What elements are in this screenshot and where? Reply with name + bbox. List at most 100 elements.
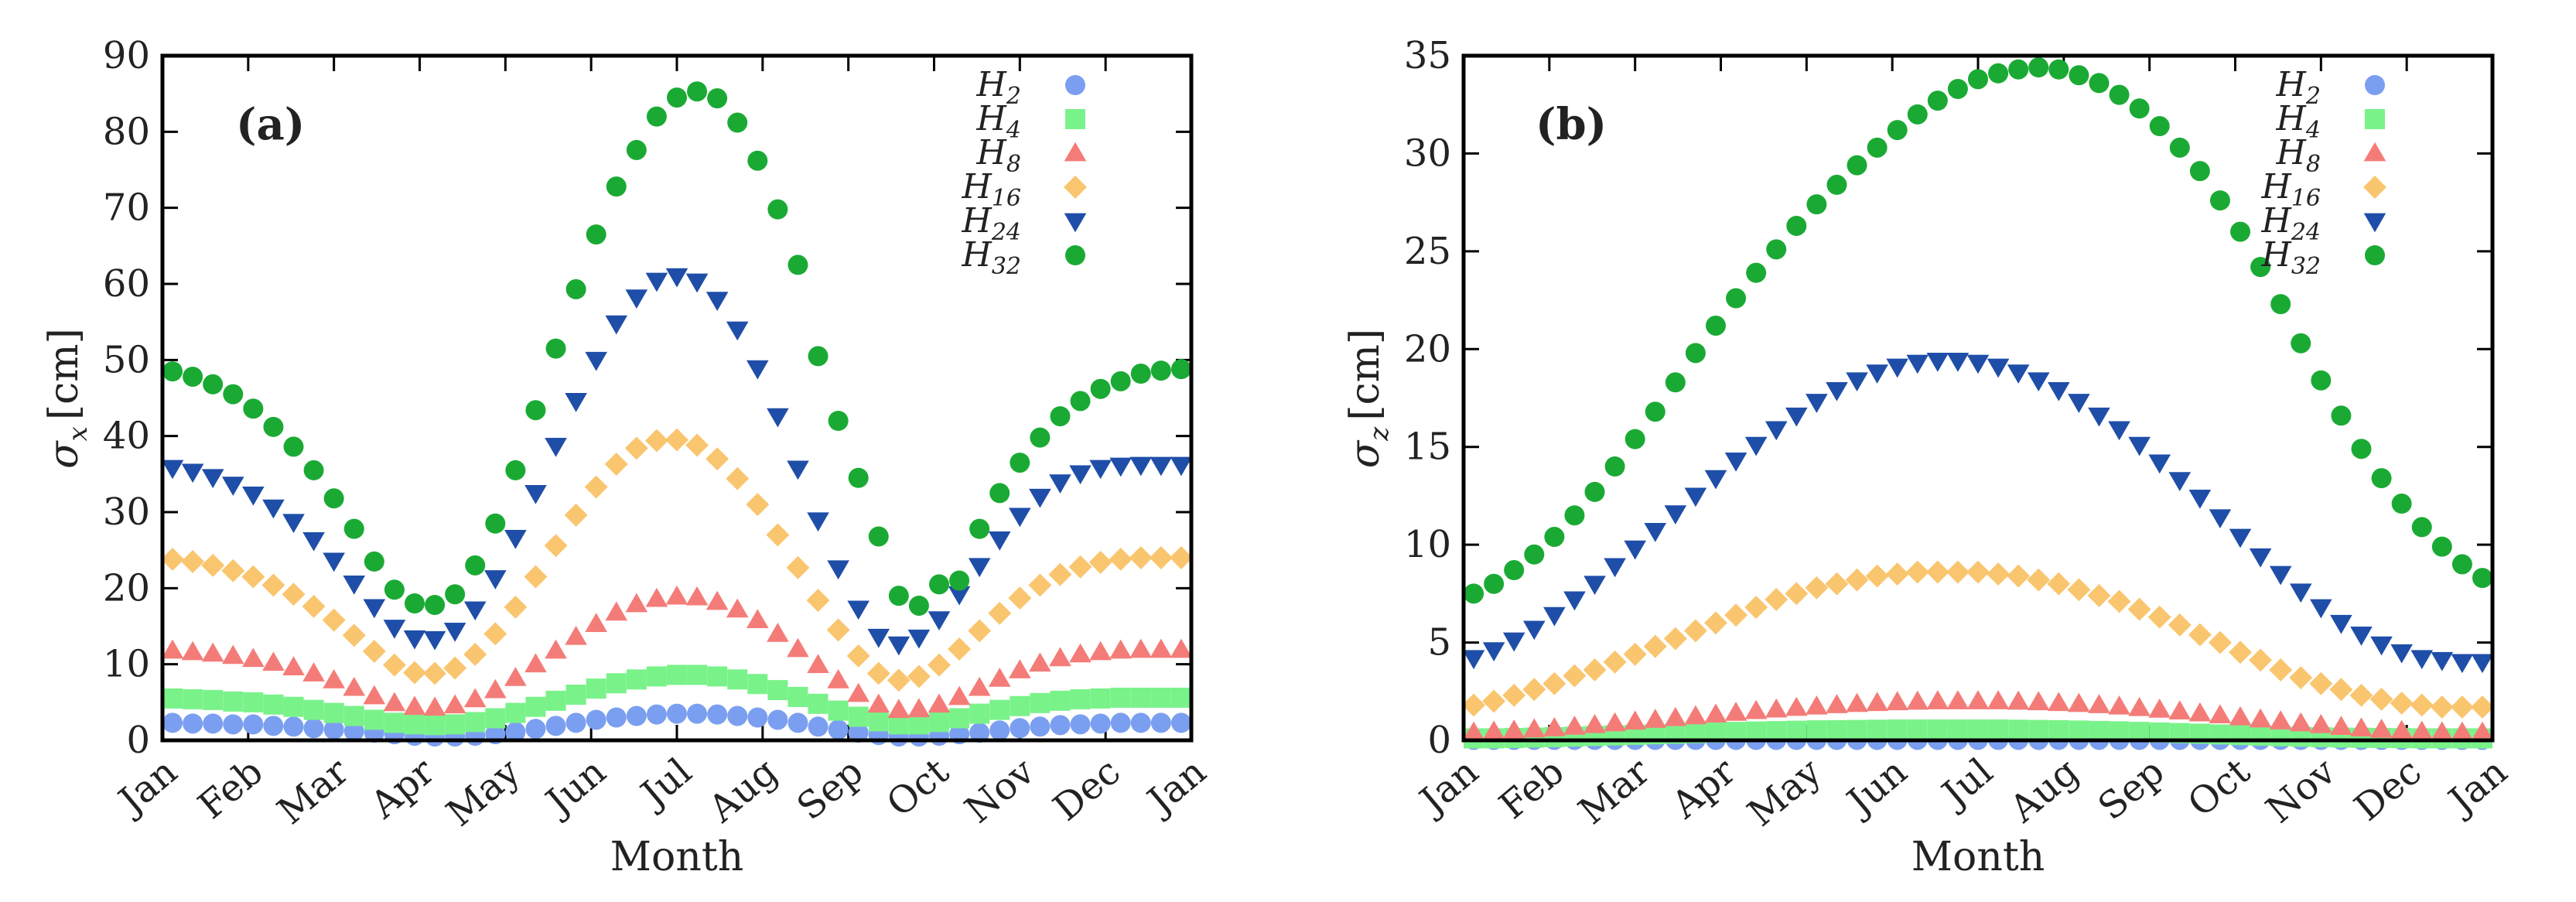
data-point-h32 [2028,57,2049,78]
data-point-h4 [1766,721,1787,742]
data-point-h8 [1502,719,1525,739]
data-point-h32 [747,150,768,171]
data-point-h8 [2068,692,2090,712]
data-point-h2 [687,703,708,724]
data-point-h16 [1129,546,1153,569]
data-point-h16 [1946,560,1970,584]
data-point-h24 [1029,488,1051,508]
data-point-h2 [1030,716,1051,737]
data-point-h4 [1947,719,1968,740]
data-point-h16 [1765,587,1789,611]
x-tick-label: Feb [190,750,272,828]
data-point-h8 [1704,703,1727,723]
data-point-h32 [586,224,606,245]
data-point-h8 [807,654,829,674]
data-point-h8 [2410,720,2434,740]
data-point-h24 [2148,454,2171,474]
data-point-h8 [1966,690,1990,709]
data-point-h24 [1966,354,1990,374]
data-point-h16 [624,436,648,460]
data-point-h4 [283,696,304,717]
data-point-h32 [1867,137,1888,158]
data-point-h16 [403,661,426,685]
data-point-h16 [1683,619,1707,643]
data-point-h16 [161,548,184,571]
data-point-h32 [1968,69,1988,90]
data-point-h32 [2149,116,2170,137]
data-point-h32 [687,81,708,102]
data-point-h4 [687,665,708,685]
data-point-h8 [1150,638,1173,658]
data-point-h16 [2471,695,2494,719]
data-point-h16 [564,503,588,527]
data-point-h8 [746,609,769,629]
data-point-h32 [565,278,586,299]
data-point-h32 [2109,84,2130,105]
data-point-h4 [2109,721,2130,742]
data-point-h4 [303,699,324,720]
data-point-h8 [1624,710,1646,730]
data-point-h24 [2471,654,2494,674]
data-point-h8 [988,668,1011,687]
panel-b-x-axis-title: Month [1912,834,2045,880]
data-point-h2 [606,707,627,728]
data-point-h32 [364,551,384,572]
data-point-h2 [162,712,183,733]
data-point-h16 [1987,562,2011,586]
legend-label-h16: H16 [2260,167,2321,212]
data-point-h16 [1744,596,1768,620]
panel-b-y-axis-title: σz[cm] [1342,329,1395,468]
data-point-h32 [243,398,264,419]
data-point-h24 [968,558,991,578]
data-point-h32 [2209,190,2230,211]
data-point-h8 [1987,690,2010,709]
data-point-h8 [383,692,406,712]
panel-a-y-axis-title: σx[cm] [41,328,94,469]
data-point-h32 [2472,568,2492,589]
data-point-h32 [1705,315,1726,336]
x-tick-label: Jan [2438,750,2516,825]
data-point-h8 [645,587,668,607]
data-point-h32 [2089,73,2110,94]
data-point-h24 [1926,353,1949,372]
data-point-h16 [907,665,931,688]
data-point-h8 [1806,695,1828,715]
data-point-h24 [705,292,729,311]
data-point-h24 [867,628,890,648]
legend-marker-h2 [1065,75,1085,95]
data-point-h24 [2048,381,2070,401]
data-point-h2 [1170,712,1191,733]
legend-marker-h4 [2365,109,2385,129]
panel-a-plot-frame [160,53,1194,743]
data-point-h16 [887,668,910,692]
data-point-h24 [1826,381,1848,401]
data-point-h16 [2087,583,2111,607]
data-point-h32 [1746,262,1767,283]
data-point-h24 [383,620,406,639]
data-point-h32 [868,526,889,547]
data-point-h8 [1109,639,1133,659]
data-point-h24 [665,268,688,288]
legend-label-h8: H8 [976,133,1021,178]
data-point-h32 [2008,59,2029,80]
data-point-h8 [585,613,607,632]
data-point-h24 [524,485,547,504]
data-point-h8 [2471,721,2494,741]
data-point-h4 [343,706,364,726]
legend-label-h8: H8 [2276,133,2321,178]
y-tick-label: 60 [103,262,150,306]
data-point-h24 [242,486,265,506]
data-point-h16 [1805,576,1829,600]
data-point-h24 [807,512,829,532]
data-point-h24 [2229,528,2252,548]
data-point-h16 [2127,597,2151,621]
data-point-h24 [1987,358,2010,378]
data-point-h8 [1724,702,1748,721]
data-point-h32 [1070,391,1091,412]
data-point-h16 [2067,578,2091,602]
data-point-h32 [2431,536,2452,557]
data-point-h16 [2369,687,2393,711]
data-point-h8 [726,598,749,618]
data-point-h2 [808,716,828,737]
data-point-h24 [2310,599,2332,619]
